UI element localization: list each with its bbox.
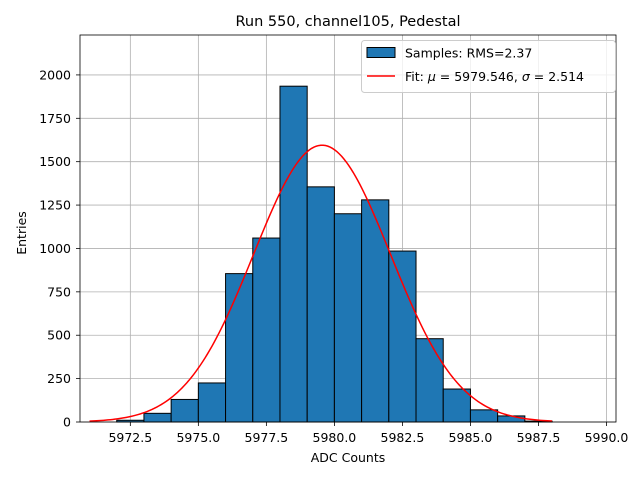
histogram-bar xyxy=(388,250,417,423)
y-tick-label: 250 xyxy=(47,371,71,386)
y-axis-ticks: 0 250 500 750 1000 1250 1500 1750 2000 xyxy=(39,67,80,430)
x-axis-ticks: 5972.5 5975.0 5977.5 5980.0 5982.5 5985.0 5987… xyxy=(108,422,628,445)
legend-label-fit: Fit: μ = 5979.546, σ = 2.514 xyxy=(405,69,584,84)
histogram-bar xyxy=(306,186,335,423)
legend-fit-eq-2: = xyxy=(530,69,548,84)
y-tick-label: 1250 xyxy=(39,198,71,213)
histogram-bar xyxy=(252,237,281,423)
legend: Samples: RMS=2.37 Fit: μ = 5979.546, σ =… xyxy=(361,40,616,93)
histogram-bar xyxy=(333,213,363,423)
histogram-bar xyxy=(469,409,499,423)
histogram-bar xyxy=(497,415,526,423)
legend-fit-eq-1: = xyxy=(436,69,454,84)
y-tick-label: 1500 xyxy=(39,154,71,169)
y-tick-label: 750 xyxy=(47,284,71,299)
legend-fit-mu-value: 5979.546 xyxy=(454,69,514,84)
histogram-bar xyxy=(143,412,172,423)
x-tick-label: 5987.5 xyxy=(517,430,561,445)
x-tick-label: 5990.0 xyxy=(585,430,629,445)
fit-curve xyxy=(89,144,553,422)
histogram-bar xyxy=(197,382,227,423)
histogram-bar xyxy=(170,398,199,423)
legend-fit-sep: , xyxy=(514,69,522,84)
y-tick-label: 0 xyxy=(63,415,71,430)
x-tick-label: 5977.5 xyxy=(245,430,289,445)
x-tick-label: 5982.5 xyxy=(381,430,425,445)
legend-fit-mu-symbol: μ xyxy=(427,69,436,84)
legend-fit-prefix: Fit: xyxy=(405,69,428,84)
x-tick-label: 5985.0 xyxy=(449,430,493,445)
legend-fit-sigma-symbol: σ xyxy=(522,69,531,84)
y-tick-label: 1000 xyxy=(39,241,71,256)
y-tick-label: 2000 xyxy=(39,67,71,82)
y-tick-label: 1750 xyxy=(39,111,71,126)
legend-fit-sigma-value: 2.514 xyxy=(548,69,584,84)
legend-label-samples: Samples: RMS=2.37 xyxy=(405,46,532,61)
axes-frame xyxy=(79,34,617,423)
legend-swatch-samples xyxy=(366,47,396,58)
y-axis-label: Entries xyxy=(14,211,29,255)
histogram-bars xyxy=(116,85,553,423)
y-tick-label: 500 xyxy=(47,328,71,343)
chart-title: Run 550, channel105, Pedestal xyxy=(235,14,460,30)
histogram-bar xyxy=(361,199,390,423)
histogram-bar xyxy=(225,273,254,423)
x-tick-label: 5975.0 xyxy=(176,430,220,445)
histogram-bar xyxy=(279,85,308,423)
legend-box xyxy=(361,40,616,93)
x-tick-label: 5972.5 xyxy=(108,430,152,445)
histogram-bar xyxy=(415,338,444,423)
histogram-bar xyxy=(442,388,471,423)
x-axis-label: ADC Counts xyxy=(311,450,386,465)
x-tick-label: 5980.0 xyxy=(313,430,357,445)
